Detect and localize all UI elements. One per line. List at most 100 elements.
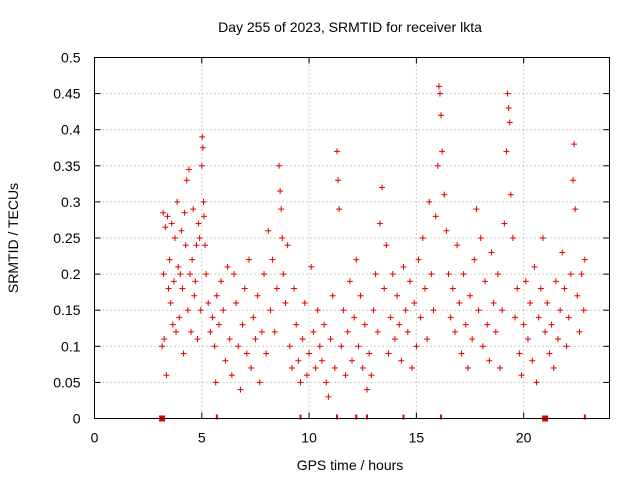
x-tick-label: 20 — [516, 430, 532, 446]
data-point — [436, 90, 443, 97]
data-point — [447, 314, 454, 321]
data-point — [419, 235, 426, 241]
data-point — [501, 220, 508, 227]
data-point — [563, 343, 570, 350]
data-point — [512, 314, 519, 321]
data-point — [578, 271, 585, 278]
data-point — [574, 292, 581, 299]
data-point — [535, 314, 542, 321]
data-point — [518, 372, 525, 379]
data-point — [228, 372, 235, 379]
data-point — [159, 343, 166, 350]
data-point — [580, 307, 587, 314]
data-point — [273, 285, 280, 292]
data-point — [293, 321, 300, 328]
data-point — [181, 209, 188, 216]
data-point — [441, 191, 448, 198]
data-point — [241, 285, 248, 292]
data-point — [557, 307, 564, 314]
data-point — [421, 285, 428, 292]
data-point — [161, 336, 168, 343]
data-point — [160, 209, 167, 216]
x-axis-label: GPS time / hours — [297, 457, 404, 473]
data-point — [488, 249, 495, 256]
data-point — [454, 242, 461, 249]
data-point — [286, 343, 293, 350]
data-point — [246, 256, 252, 263]
data-point — [555, 336, 561, 343]
data-point — [199, 144, 206, 151]
data-point — [291, 285, 298, 292]
data-point — [394, 292, 401, 299]
data-point — [160, 271, 167, 278]
data-point — [183, 177, 190, 184]
data-point — [445, 271, 452, 278]
tick-labels: 0 0.05 0.1 0.15 0.2 0.25 0.3 0.35 0.4 0.45 0.5 0 5 10… — [53, 50, 531, 446]
data-point — [344, 328, 351, 335]
data-point — [409, 364, 416, 371]
data-point — [192, 278, 199, 285]
data-point — [211, 343, 218, 350]
data-point — [552, 278, 559, 285]
data-point — [335, 177, 342, 184]
data-point — [430, 307, 437, 314]
data-point — [325, 393, 332, 400]
data-point — [316, 343, 323, 350]
data-point — [220, 307, 227, 314]
data-point — [379, 184, 386, 191]
data-point — [506, 119, 513, 126]
data-point — [435, 83, 442, 90]
data-point — [248, 364, 255, 371]
y-tick-label: 0.25 — [53, 230, 80, 246]
data-point — [413, 343, 420, 350]
data-point — [439, 148, 446, 155]
data-point — [321, 321, 328, 328]
data-point — [164, 213, 171, 220]
data-point — [239, 321, 246, 328]
data-point — [396, 321, 403, 328]
data-point — [269, 256, 276, 263]
data-point — [177, 271, 184, 278]
data-point — [199, 133, 206, 140]
data-point — [449, 285, 456, 292]
data-point — [306, 350, 313, 357]
data-point — [570, 177, 577, 184]
data-point — [205, 299, 212, 306]
data-point — [473, 206, 480, 213]
data-point — [529, 357, 536, 364]
data-point — [170, 278, 177, 285]
data-point — [198, 162, 205, 169]
data-point — [490, 299, 497, 306]
data-point — [387, 314, 394, 321]
data-point — [458, 350, 465, 357]
y-tick-label: 0.4 — [61, 122, 81, 138]
data-point — [346, 278, 353, 285]
data-point — [464, 364, 471, 371]
data-point — [494, 271, 501, 278]
data-point — [327, 336, 334, 343]
data-point — [415, 256, 422, 263]
data-point — [452, 328, 458, 335]
data-point — [166, 256, 173, 263]
data-point — [565, 314, 572, 321]
data-point — [504, 90, 511, 97]
data-point — [318, 357, 325, 364]
data-point — [456, 299, 463, 306]
data-point — [169, 321, 176, 328]
data-point — [303, 372, 310, 379]
data-point — [576, 328, 583, 335]
data-point — [254, 292, 261, 299]
data-point — [349, 357, 355, 364]
data-point — [194, 336, 201, 343]
data-point — [333, 148, 340, 155]
data-point — [507, 191, 514, 198]
data-points — [159, 83, 588, 400]
data-point — [265, 227, 272, 234]
data-point — [505, 105, 512, 112]
data-point — [276, 162, 283, 169]
y-axis-label: SRMTID / TECUs — [5, 183, 21, 293]
data-point — [338, 343, 345, 350]
data-point — [486, 357, 493, 364]
data-point — [256, 379, 263, 386]
x-tick-label: 15 — [409, 430, 425, 446]
